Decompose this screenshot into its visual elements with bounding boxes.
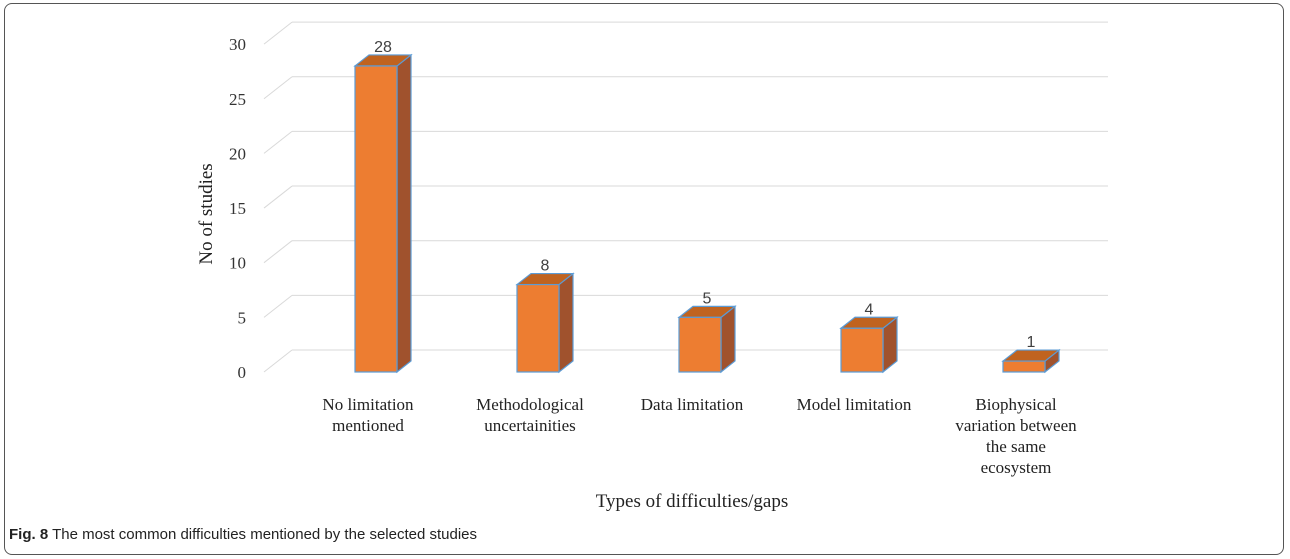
bar: 8 — [515, 258, 575, 374]
x-axis-title: Types of difficulties/gaps — [596, 491, 789, 512]
bar: 5 — [677, 290, 737, 374]
x-category-label-line: Model limitation — [797, 395, 912, 414]
x-category-label: Data limitation — [641, 395, 744, 414]
bars: 28 8 5 4 1 — [353, 39, 1061, 374]
x-category-label-line: Biophysical — [975, 395, 1056, 414]
x-category-label-line: mentioned — [332, 416, 404, 435]
gridline-diagonal — [263, 240, 293, 264]
gridline-diagonal — [263, 185, 293, 209]
bar-front-face — [840, 327, 884, 373]
data-label: 4 — [865, 301, 874, 318]
x-category-label-line: variation between — [955, 416, 1077, 435]
y-tick-label: 25 — [229, 90, 246, 109]
x-category-label-line: No limitation — [322, 395, 414, 414]
bar-chart: 0 5 10 15 20 25 30 28 8 5 4 1 No limitation mention… — [196, 21, 1108, 512]
y-axis-title: No of studies — [196, 163, 217, 264]
x-category-label-line: uncertainities — [484, 416, 576, 435]
x-category-label: Model limitation — [797, 395, 912, 414]
y-tick-label: 20 — [229, 144, 246, 163]
x-category-label-line: ecosystem — [981, 458, 1052, 477]
x-category-label: Biophysical variation between the same ecos… — [955, 395, 1077, 477]
bar-front-face — [354, 65, 398, 373]
data-label: 1 — [1027, 334, 1036, 351]
y-tick-label: 5 — [238, 308, 247, 327]
category-labels: No limitation mentioned Methodological unce… — [322, 395, 1077, 477]
y-tick-label: 10 — [229, 254, 246, 273]
figure-caption-text: The most common difficulties mentioned b… — [52, 526, 478, 543]
x-category-label-line: the same — [986, 437, 1046, 456]
bar: 28 — [353, 39, 413, 374]
figure-frame — [4, 3, 1284, 555]
bar: 1 — [1001, 334, 1061, 374]
bar-side-face — [558, 272, 574, 374]
x-category-label: No limitation mentioned — [322, 395, 414, 435]
figure-caption: Fig. 8 The most common difficulties ment… — [9, 526, 477, 543]
gridline-diagonal — [263, 294, 293, 318]
data-label: 28 — [374, 39, 392, 56]
bar-front-face — [516, 283, 560, 373]
gridlines — [263, 21, 1108, 373]
bar-side-face — [396, 53, 412, 374]
figure-caption-label: Fig. 8 — [9, 526, 49, 543]
y-tick-label: 30 — [229, 35, 246, 54]
bar-front-face — [678, 316, 722, 373]
data-label: 5 — [703, 290, 712, 307]
bar-front-face — [1002, 360, 1046, 373]
y-tick-label: 15 — [229, 199, 246, 218]
gridline-diagonal — [263, 76, 293, 100]
gridline-diagonal — [263, 349, 293, 373]
bar: 4 — [839, 301, 899, 374]
y-axis-ticks: 0 5 10 15 20 25 30 — [229, 35, 246, 382]
x-category-label-line: Data limitation — [641, 395, 744, 414]
x-category-label: Methodological uncertainities — [476, 395, 584, 435]
data-label: 8 — [541, 258, 550, 275]
y-tick-label: 0 — [238, 363, 247, 382]
gridline-diagonal — [263, 131, 293, 154]
x-category-label-line: Methodological — [476, 395, 584, 414]
gridline-diagonal — [263, 21, 293, 45]
